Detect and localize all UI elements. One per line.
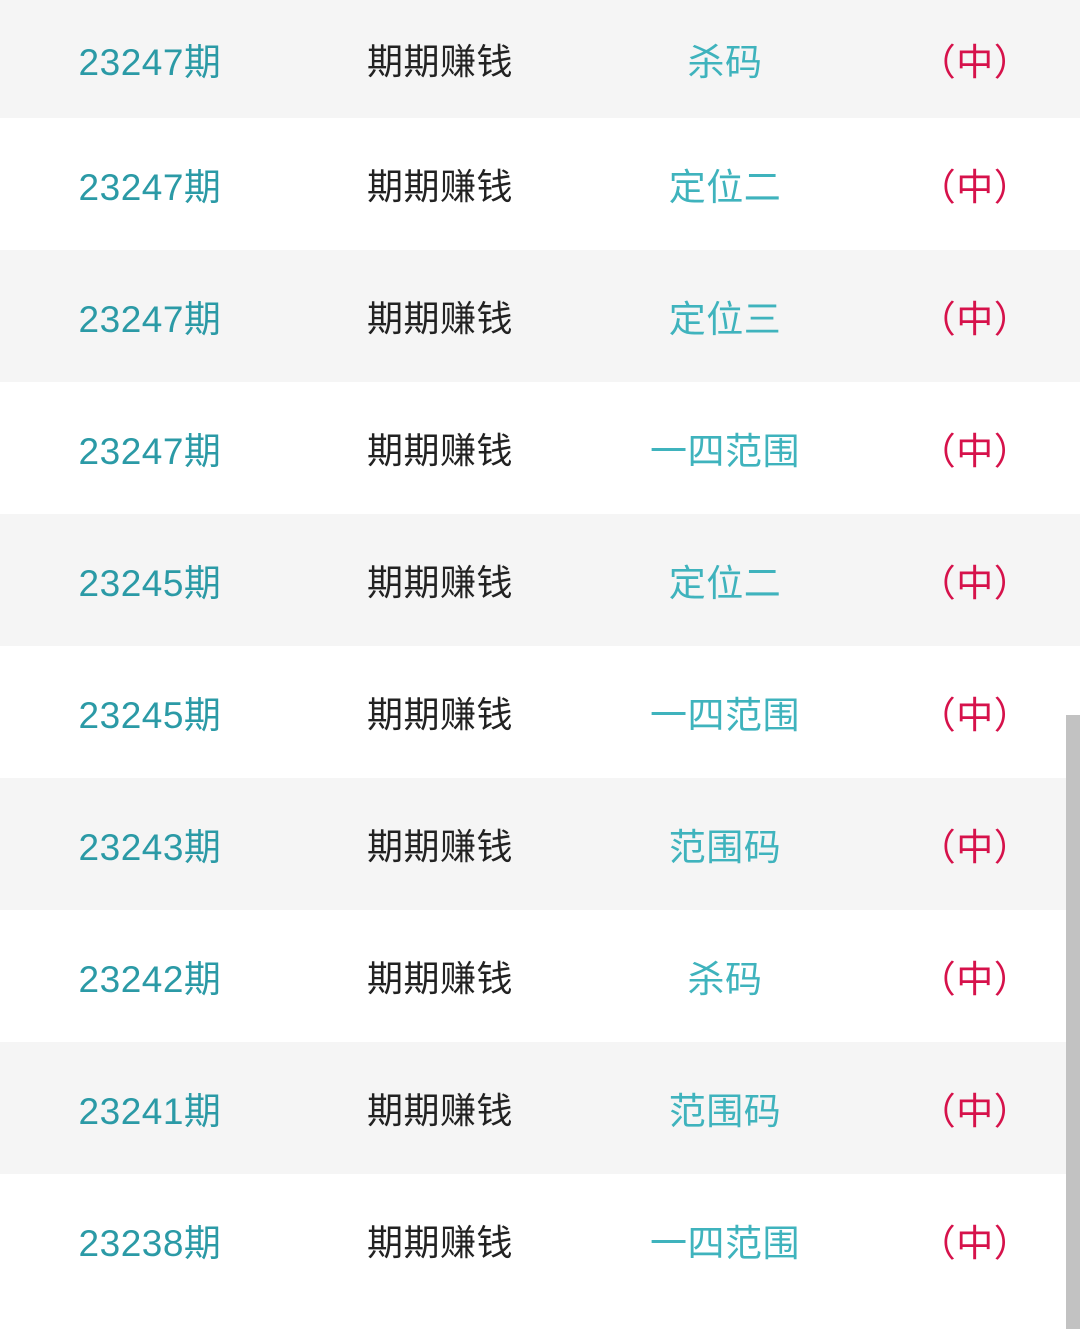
table-row[interactable]: 23241期 期期赚钱 范围码 （中）: [0, 1042, 1080, 1174]
row-status-badge: （中）: [918, 827, 1032, 868]
vertical-scrollbar[interactable]: [1066, 0, 1080, 1329]
row-type: 杀码: [687, 959, 763, 1000]
row-type: 一四范围: [650, 1223, 800, 1264]
row-type: 定位二: [668, 167, 782, 208]
row-title: 期期赚钱: [366, 826, 513, 867]
table-row[interactable]: 23247期 期期赚钱 一四范围 （中）: [0, 382, 1080, 514]
row-period: 23247期: [78, 167, 222, 208]
table-row[interactable]: 23245期 期期赚钱 一四范围 （中）: [0, 646, 1080, 778]
row-status-badge: （中）: [918, 1091, 1032, 1132]
row-period: 23247期: [78, 299, 222, 340]
row-period: 23247期: [78, 431, 222, 472]
row-period: 23245期: [78, 563, 222, 604]
row-type: 定位二: [668, 563, 782, 604]
row-title: 期期赚钱: [366, 298, 513, 339]
row-period: 23243期: [78, 827, 222, 868]
row-title: 期期赚钱: [366, 430, 513, 471]
table-row[interactable]: 23238期 期期赚钱 一四范围 （中）: [0, 1174, 1080, 1306]
table-row[interactable]: 23243期 期期赚钱 范围码 （中）: [0, 778, 1080, 910]
row-period: 23238期: [78, 1223, 222, 1264]
row-title: 期期赚钱: [366, 166, 513, 207]
row-status-badge: （中）: [918, 42, 1032, 83]
row-title: 期期赚钱: [366, 1090, 513, 1131]
row-type: 范围码: [668, 827, 782, 868]
row-period: 23242期: [78, 959, 222, 1000]
table-row[interactable]: 23242期 期期赚钱 杀码 （中）: [0, 910, 1080, 1042]
row-period: 23247期: [78, 42, 222, 83]
table-row[interactable]: 23247期 期期赚钱 定位三 （中）: [0, 250, 1080, 382]
row-title: 期期赚钱: [366, 694, 513, 735]
row-status-badge: （中）: [918, 959, 1032, 1000]
row-type: 一四范围: [650, 431, 800, 472]
row-status-badge: （中）: [918, 695, 1032, 736]
row-period: 23245期: [78, 695, 222, 736]
row-type: 一四范围: [650, 695, 800, 736]
row-title: 期期赚钱: [366, 958, 513, 999]
row-title: 期期赚钱: [366, 1222, 513, 1263]
table-row[interactable]: 23245期 期期赚钱 定位二 （中）: [0, 514, 1080, 646]
row-title: 期期赚钱: [366, 562, 513, 603]
row-period: 23241期: [78, 1091, 222, 1132]
scrollbar-thumb[interactable]: [1066, 715, 1080, 1329]
row-status-badge: （中）: [918, 431, 1032, 472]
row-status-badge: （中）: [918, 563, 1032, 604]
row-status-badge: （中）: [918, 1223, 1032, 1264]
row-status-badge: （中）: [918, 299, 1032, 340]
table-row[interactable]: 23247期 期期赚钱 杀码 （中）: [0, 0, 1080, 118]
row-status-badge: （中）: [918, 167, 1032, 208]
table-row[interactable]: 23247期 期期赚钱 定位二 （中）: [0, 118, 1080, 250]
row-type: 范围码: [668, 1091, 782, 1132]
row-title: 期期赚钱: [366, 41, 513, 82]
row-type: 定位三: [668, 299, 782, 340]
row-type: 杀码: [687, 42, 763, 83]
